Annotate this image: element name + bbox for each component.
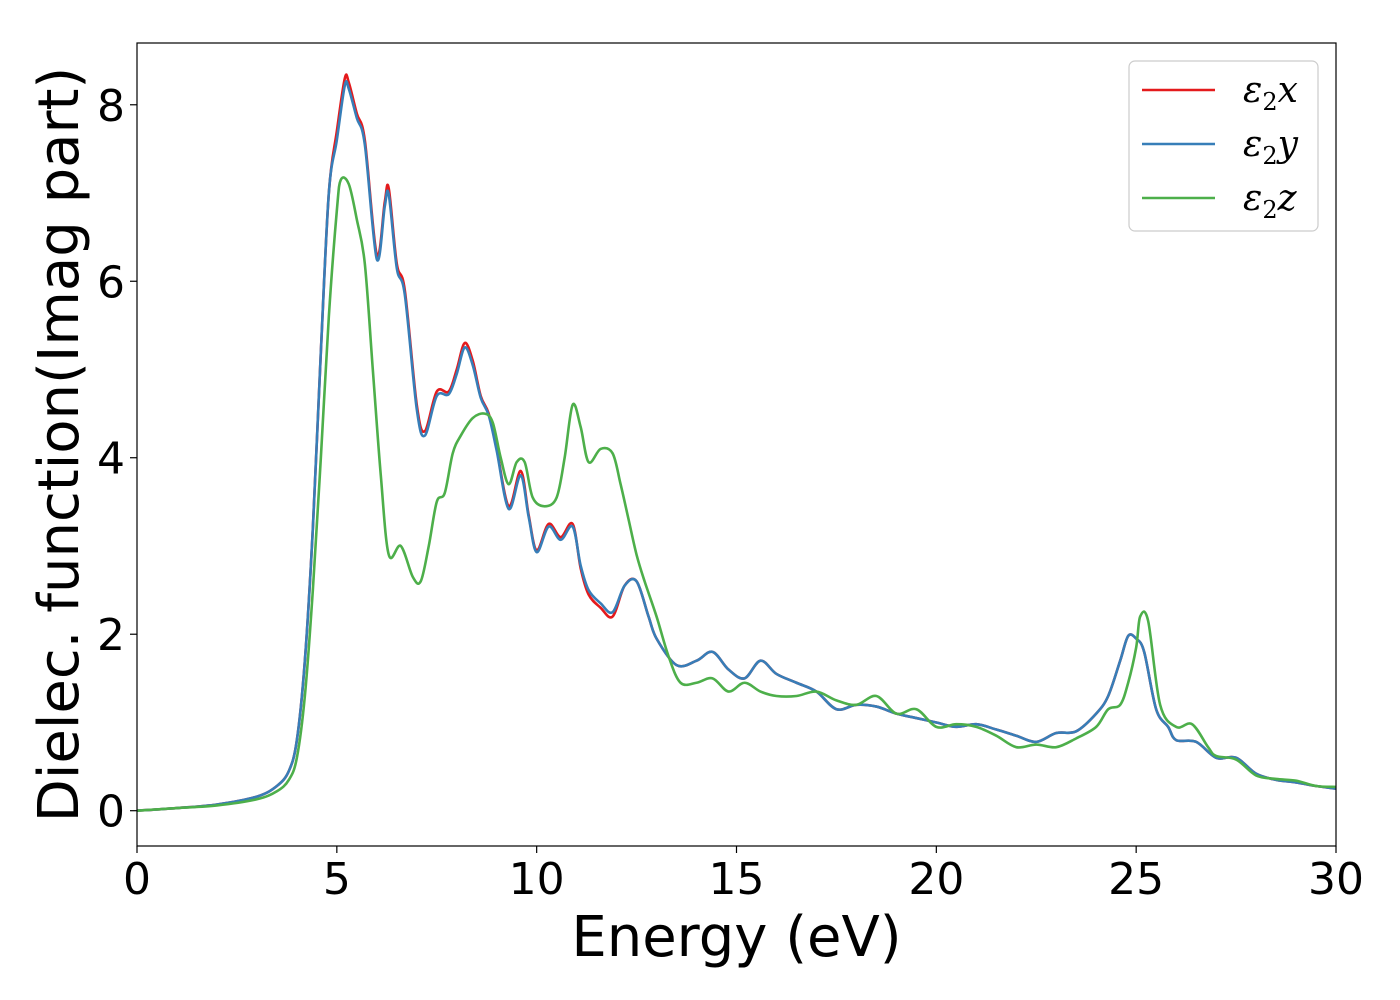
series-line-y xyxy=(137,79,1336,812)
x-axis-title: Energy (eV) xyxy=(571,905,901,970)
y-tick-label: 0 xyxy=(97,787,125,838)
x-tick-label: 10 xyxy=(509,854,565,905)
series-line-z xyxy=(137,176,1336,812)
legend-box xyxy=(1128,60,1319,232)
x-tick-label: 0 xyxy=(123,854,151,905)
y-tick-label: 6 xyxy=(97,257,125,308)
y-tick-label: 4 xyxy=(97,434,125,485)
legend-label-x: ε2x xyxy=(1243,70,1298,116)
series-layer xyxy=(137,73,1336,812)
x-tick-label: 20 xyxy=(908,854,964,905)
y-tick-label: 8 xyxy=(97,81,125,132)
ticks-layer: 0 5 10 15 20 25 30 0 2 4 6 8 xyxy=(97,81,1364,905)
x-tick-label: 30 xyxy=(1308,854,1364,905)
y-tick-label: 2 xyxy=(97,610,125,661)
legend-label-z: ε2z xyxy=(1243,178,1298,224)
y-axis-title: Dielec. function(Imag part) xyxy=(27,67,92,823)
legend-label-y: ε2y xyxy=(1243,124,1299,170)
x-tick-label: 15 xyxy=(709,854,765,905)
legend: ε2x ε2y ε2z xyxy=(1128,60,1319,232)
x-tick-label: 25 xyxy=(1108,854,1164,905)
x-tick-label: 5 xyxy=(323,854,351,905)
